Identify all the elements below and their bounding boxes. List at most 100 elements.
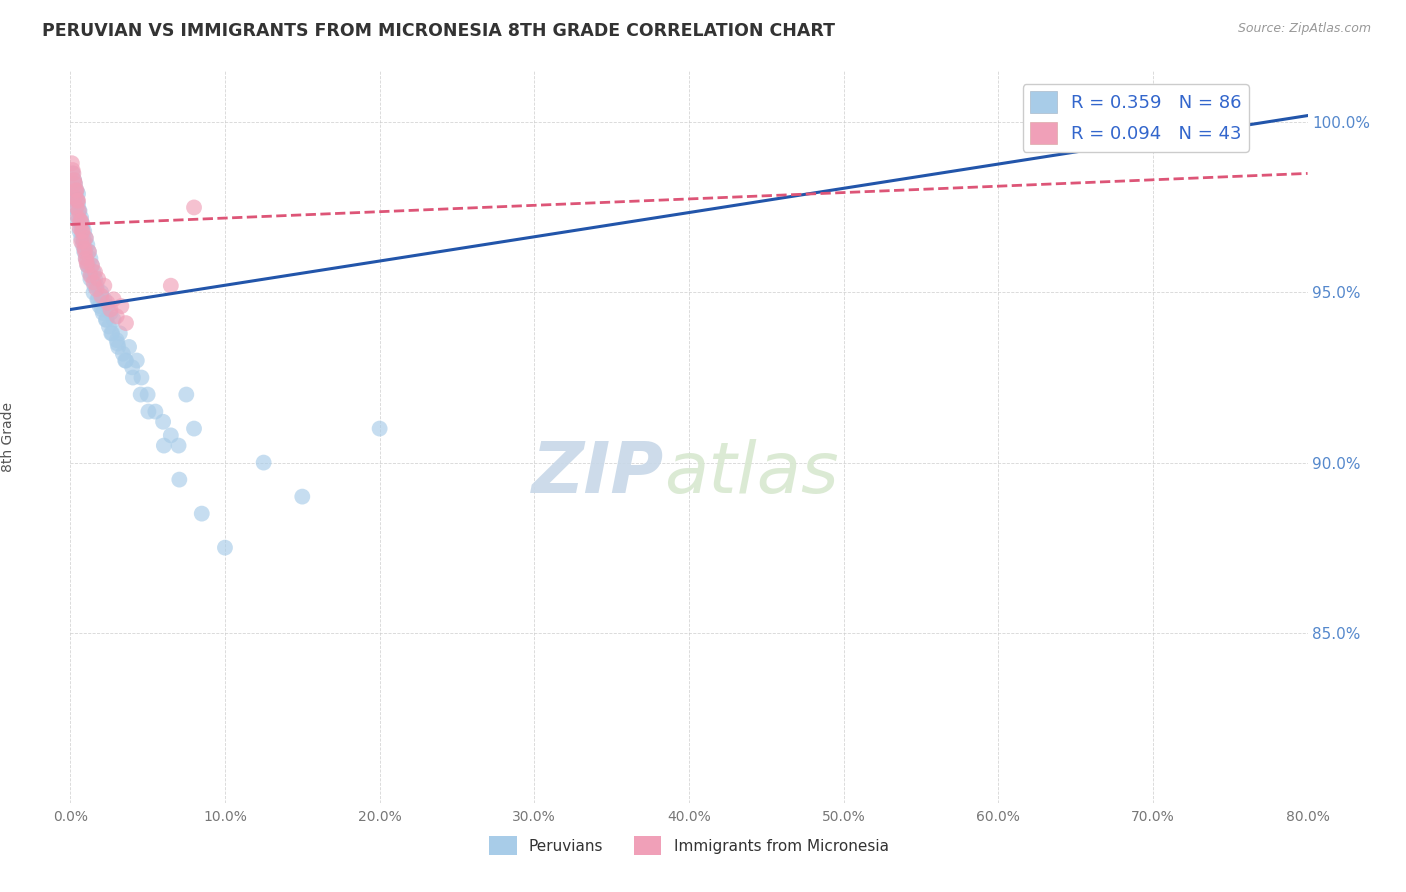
Point [72, 218, 94, 232]
Point [79, 268, 101, 283]
Point [96, 299, 118, 313]
Point [253, 456, 276, 470]
Point [125, 353, 148, 368]
Point [174, 387, 197, 401]
Point [93, 278, 115, 293]
Point [63, 201, 86, 215]
Point [96, 295, 118, 310]
Point [121, 360, 143, 375]
Point [103, 293, 125, 307]
Point [62, 190, 84, 204]
Point [65, 183, 87, 197]
Text: PERUVIAN VS IMMIGRANTS FROM MICRONESIA 8TH GRADE CORRELATION CHART: PERUVIAN VS IMMIGRANTS FROM MICRONESIA 8… [42, 22, 835, 40]
Point [160, 428, 183, 442]
Point [136, 387, 159, 401]
Point [114, 353, 136, 368]
Point [100, 326, 122, 341]
Point [105, 310, 128, 324]
Point [115, 353, 138, 368]
Point [93, 293, 115, 307]
Point [94, 312, 117, 326]
Point [183, 421, 205, 435]
Point [65, 183, 87, 197]
Point [67, 186, 90, 201]
Point [138, 404, 160, 418]
Point [118, 340, 141, 354]
Point [98, 319, 120, 334]
Point [65, 186, 87, 201]
Point [160, 278, 183, 293]
Point [65, 207, 87, 221]
Point [66, 194, 89, 208]
Point [89, 299, 111, 313]
Point [70, 211, 93, 225]
Point [107, 340, 129, 354]
Point [67, 194, 90, 208]
Point [67, 203, 90, 218]
Point [70, 224, 93, 238]
Point [145, 404, 166, 418]
Point [67, 211, 90, 225]
Point [63, 177, 86, 191]
Point [76, 258, 98, 272]
Text: atlas: atlas [664, 439, 839, 508]
Point [70, 231, 93, 245]
Point [72, 224, 94, 238]
Point [108, 326, 131, 341]
Point [91, 306, 114, 320]
Point [69, 220, 91, 235]
Point [86, 282, 108, 296]
Point [77, 258, 100, 272]
Point [60, 156, 83, 170]
Point [86, 293, 108, 307]
Point [84, 265, 107, 279]
Point [66, 194, 89, 208]
Point [65, 201, 87, 215]
Point [82, 265, 105, 279]
Point [75, 231, 97, 245]
Point [76, 255, 98, 269]
Text: ZIP: ZIP [531, 439, 664, 508]
Point [63, 173, 86, 187]
Point [73, 224, 96, 238]
Point [72, 238, 94, 252]
Point [91, 302, 114, 317]
Point [63, 173, 86, 187]
Point [90, 285, 112, 300]
Point [76, 258, 98, 272]
Point [62, 166, 84, 180]
Point [69, 203, 91, 218]
Point [291, 490, 314, 504]
Point [73, 241, 96, 255]
Point [96, 312, 118, 326]
Point [100, 302, 122, 317]
Point [69, 214, 91, 228]
Point [77, 244, 100, 259]
Point [76, 248, 98, 262]
Point [72, 235, 94, 249]
Point [82, 285, 105, 300]
Point [79, 272, 101, 286]
Point [115, 316, 138, 330]
Point [111, 347, 134, 361]
Point [77, 265, 100, 279]
Point [67, 197, 90, 211]
Point [87, 293, 110, 307]
Point [82, 275, 105, 289]
Point [169, 473, 191, 487]
Point [131, 370, 153, 384]
Point [75, 231, 97, 245]
Point [70, 214, 93, 228]
Point [86, 278, 108, 293]
Point [62, 163, 84, 178]
Point [100, 306, 122, 320]
Y-axis label: 8th Grade: 8th Grade [1, 402, 14, 472]
Point [191, 507, 214, 521]
Point [62, 166, 84, 180]
Point [80, 258, 103, 272]
Point [67, 203, 90, 218]
Point [90, 289, 112, 303]
Text: Source: ZipAtlas.com: Source: ZipAtlas.com [1237, 22, 1371, 36]
Point [167, 439, 190, 453]
Point [79, 252, 101, 266]
